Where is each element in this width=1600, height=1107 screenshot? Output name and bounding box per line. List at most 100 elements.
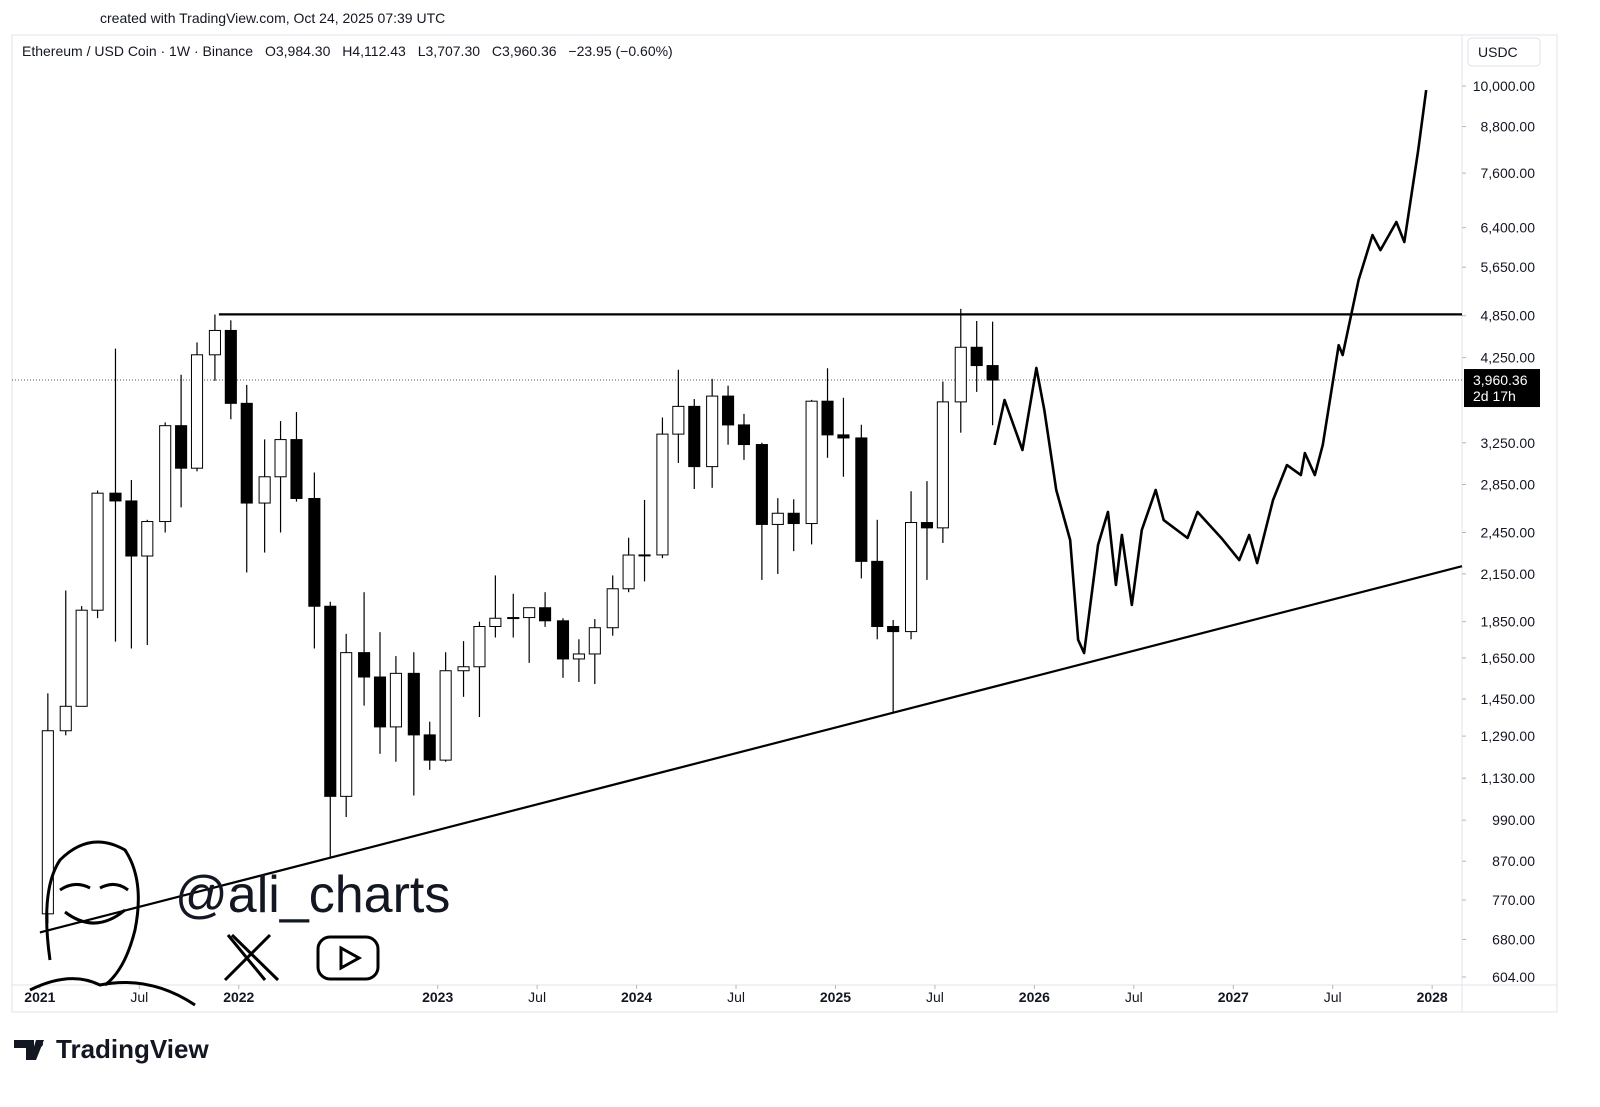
candle-body [986, 365, 999, 381]
y-tick-label: 8,800.00 [1481, 119, 1536, 135]
x-tick-label: 2023 [422, 989, 453, 1005]
candle-body [688, 405, 701, 468]
countdown: 2d 17h [1473, 388, 1516, 404]
currency-button[interactable] [1467, 37, 1541, 67]
x-tick-label: 2025 [820, 989, 851, 1005]
symbol-legend: Ethereum / USD Coin · 1W · Binance O3,98… [22, 43, 673, 59]
candle-body [855, 437, 868, 562]
candle-body [308, 497, 321, 607]
y-tick-label: 2,450.00 [1481, 524, 1536, 540]
candle-body [224, 329, 237, 404]
brand: TradingView [56, 1034, 209, 1064]
candle-body [656, 433, 669, 556]
watermark-handle: @ali_charts [175, 866, 450, 924]
y-tick-label: 604.00 [1492, 969, 1535, 985]
candle-body [240, 402, 253, 504]
candle-body [507, 617, 520, 620]
y-tick-label: 2,850.00 [1481, 476, 1536, 492]
trendline [39, 565, 1463, 934]
candle-body [290, 439, 303, 499]
candle-body [821, 400, 834, 436]
candle-body [407, 672, 420, 736]
y-tick-label: 680.00 [1492, 931, 1535, 947]
candle-body [737, 424, 751, 446]
candle-body [258, 476, 271, 504]
x-tick-label: 2024 [621, 989, 652, 1005]
y-tick-label: 10,000.00 [1473, 78, 1535, 94]
candle-body [887, 626, 900, 633]
candle-body [373, 676, 387, 728]
candle-body [190, 354, 204, 469]
y-tick-label: 1,450.00 [1481, 691, 1536, 707]
x-tick-label: 2021 [24, 989, 55, 1005]
candle-body [588, 627, 601, 655]
candle-body [672, 405, 685, 435]
x-tick-label: Jul [130, 989, 148, 1005]
candle-body [340, 652, 353, 797]
candle-body [805, 400, 818, 525]
candle-body [423, 734, 436, 761]
low: L3,707.30 [418, 43, 480, 59]
x-tick-label: Jul [727, 989, 745, 1005]
youtube-icon[interactable] [316, 935, 380, 981]
y-tick-label: 1,650.00 [1481, 650, 1536, 666]
candle-body [722, 395, 735, 426]
high: H4,112.43 [342, 43, 406, 59]
candle-body [970, 346, 983, 367]
y-tick-label: 770.00 [1492, 892, 1535, 908]
plot: 604.00 680.00 770.00 870.00 990.00 1,130.00 1,… [12, 78, 1540, 1005]
avatar [29, 840, 196, 1007]
candle-body [556, 620, 570, 660]
x-tick-label: Jul [1324, 989, 1342, 1005]
candle-body [787, 512, 800, 525]
y-tick-label: 2,150.00 [1481, 566, 1536, 582]
candle-body [109, 492, 122, 502]
y-tick-label: 3,250.00 [1481, 435, 1536, 451]
candle-body [638, 554, 651, 557]
candle-body [706, 395, 719, 468]
tradingview-logo [14, 1040, 44, 1060]
candle-body [905, 522, 918, 633]
candle-body [75, 609, 88, 707]
chart-frame [11, 34, 1558, 1013]
candle-body [208, 329, 221, 356]
change: −23.95 (−0.60%) [568, 43, 672, 59]
y-tick-label: 870.00 [1492, 853, 1535, 869]
y-tick-label: 990.00 [1492, 812, 1535, 828]
x-tick-label: 2026 [1019, 989, 1050, 1005]
candle-body [324, 605, 337, 797]
candle-body [936, 401, 949, 529]
y-tick-label: 1,130.00 [1481, 770, 1536, 786]
candle-body [91, 492, 104, 611]
candle-body [606, 588, 619, 629]
x-tick-label: Jul [1125, 989, 1143, 1005]
candle-body [523, 607, 536, 619]
candle-body [439, 670, 452, 761]
y-tick-label: 5,650.00 [1481, 259, 1536, 275]
candle-body [457, 666, 470, 672]
x-icon[interactable] [223, 933, 280, 982]
last-price-box [1464, 369, 1540, 408]
candle-body [622, 554, 635, 590]
candle-body [59, 705, 72, 732]
currency[interactable]: USDC [1478, 44, 1518, 60]
x-tick-label: 2028 [1417, 989, 1448, 1005]
candle-body [489, 617, 502, 628]
last-price-label: 3,960.36 [1473, 372, 1528, 388]
x-tick-label: 2027 [1218, 989, 1249, 1005]
candle-body [41, 730, 54, 915]
y-tick-label: 4,250.00 [1481, 350, 1536, 366]
created-note: created with TradingView.com, Oct 24, 20… [100, 10, 445, 26]
x-tick-label: 2022 [223, 989, 254, 1005]
y-tick-label: 1,290.00 [1481, 728, 1536, 744]
candle-body [389, 672, 402, 728]
candle-body [871, 560, 884, 628]
y-tick-label: 4,850.00 [1481, 308, 1536, 324]
close: C3,960.36 [492, 43, 557, 59]
open: O3,984.30 [265, 43, 331, 59]
candle-body [159, 425, 172, 523]
candle-body [755, 444, 768, 525]
candle-body [141, 521, 154, 557]
